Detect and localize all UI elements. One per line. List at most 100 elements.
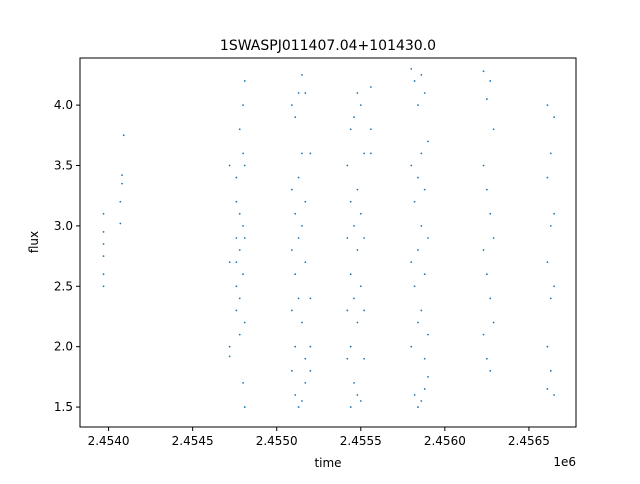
data-point xyxy=(349,345,352,348)
data-point xyxy=(363,357,366,360)
data-point xyxy=(235,261,238,264)
data-point xyxy=(363,309,366,312)
data-point xyxy=(546,388,549,390)
data-point xyxy=(427,333,429,336)
data-point xyxy=(410,261,413,264)
data-point xyxy=(235,176,238,179)
data-point xyxy=(546,176,549,179)
x-tick-label: 2.4545 xyxy=(172,434,214,448)
data-point xyxy=(420,224,423,227)
data-point xyxy=(489,369,492,372)
data-point xyxy=(356,394,359,396)
data-point xyxy=(304,200,307,203)
data-point xyxy=(102,231,105,233)
data-point xyxy=(228,345,231,348)
data-point xyxy=(369,128,372,131)
data-point xyxy=(349,406,352,408)
data-point xyxy=(356,321,359,324)
y-axis-label: flux xyxy=(27,231,41,253)
data-point xyxy=(290,104,293,107)
data-point xyxy=(243,321,246,324)
data-point xyxy=(102,255,105,257)
data-point xyxy=(369,86,372,88)
data-point xyxy=(122,134,125,137)
data-point xyxy=(301,224,303,227)
data-point xyxy=(297,237,300,239)
data-point xyxy=(121,174,123,177)
data-point xyxy=(294,394,297,396)
data-point xyxy=(413,394,416,396)
data-point xyxy=(228,164,231,167)
data-point xyxy=(304,357,307,360)
data-point xyxy=(228,261,231,264)
data-point xyxy=(369,152,372,155)
data-point xyxy=(242,273,244,276)
data-point xyxy=(297,92,300,94)
y-tick-label: 3.5 xyxy=(54,158,73,172)
data-point xyxy=(102,212,105,215)
x-tick-label: 2.4565 xyxy=(508,434,550,448)
data-point xyxy=(485,357,488,360)
data-point xyxy=(301,400,303,402)
data-point xyxy=(410,345,413,348)
data-point xyxy=(294,345,297,348)
data-point xyxy=(489,80,492,82)
data-point xyxy=(485,98,488,100)
data-point xyxy=(349,200,352,203)
chart-title: 1SWASPJ011407.04+101430.0 xyxy=(220,38,436,54)
data-point xyxy=(423,357,426,360)
y-tick-label: 4.0 xyxy=(54,98,73,112)
data-point xyxy=(359,285,362,288)
data-point xyxy=(346,237,349,239)
data-point xyxy=(243,237,246,239)
data-point xyxy=(413,200,416,203)
data-point xyxy=(243,164,246,167)
data-point xyxy=(356,249,359,251)
data-point xyxy=(309,297,312,300)
data-point xyxy=(349,273,352,276)
data-point xyxy=(553,285,556,288)
data-point xyxy=(492,237,495,239)
data-point xyxy=(242,382,244,384)
data-point xyxy=(427,237,429,239)
data-point xyxy=(102,273,105,276)
data-point xyxy=(363,237,366,239)
data-point xyxy=(489,212,492,215)
data-point xyxy=(301,152,303,155)
data-point xyxy=(353,116,355,119)
data-point xyxy=(309,152,312,155)
data-point xyxy=(417,321,419,324)
data-point xyxy=(413,285,416,288)
data-point xyxy=(235,237,238,239)
y-tick-label: 3.0 xyxy=(54,219,73,233)
data-point xyxy=(482,249,485,251)
plot-area-frame xyxy=(79,57,577,428)
data-point xyxy=(420,74,423,76)
data-point xyxy=(359,400,362,402)
data-point xyxy=(353,382,355,384)
data-point xyxy=(301,74,303,76)
data-point xyxy=(482,70,485,73)
y-tick-label: 1.5 xyxy=(54,400,73,414)
data-point xyxy=(294,116,297,119)
data-point xyxy=(238,128,241,131)
data-point xyxy=(492,128,495,131)
data-point xyxy=(228,355,231,358)
data-point xyxy=(553,394,556,396)
data-point xyxy=(102,243,105,245)
data-point xyxy=(349,128,352,131)
x-tick-label: 2.4540 xyxy=(88,434,130,448)
data-point xyxy=(301,321,303,324)
data-point xyxy=(427,140,429,143)
x-tick-label: 2.4550 xyxy=(256,434,298,448)
data-point xyxy=(417,406,419,408)
data-point xyxy=(119,200,122,203)
data-point xyxy=(238,333,241,336)
data-point xyxy=(309,345,312,348)
data-point xyxy=(346,309,349,312)
data-point xyxy=(242,152,244,155)
data-point xyxy=(363,152,366,155)
data-point xyxy=(304,92,307,94)
data-point xyxy=(546,345,549,348)
data-point xyxy=(121,182,123,185)
